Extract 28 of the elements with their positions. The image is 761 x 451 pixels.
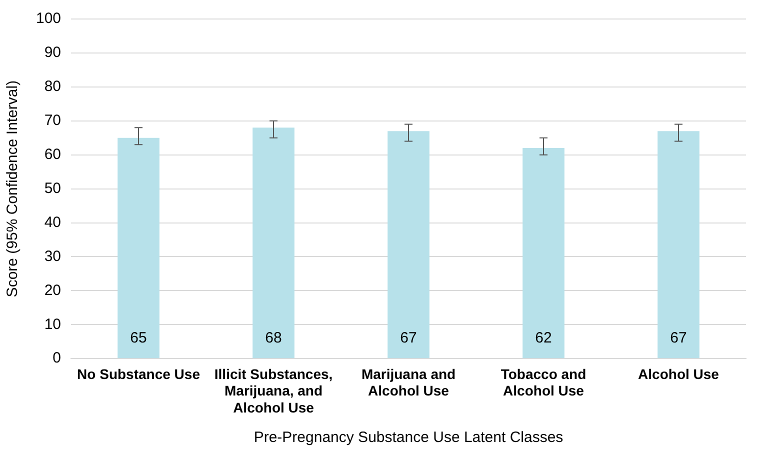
- y-axis-title: Score (95% Confidence Interval): [4, 80, 22, 298]
- y-tick-label: 20: [44, 282, 62, 299]
- y-tick-label: 90: [44, 44, 62, 62]
- y-tick-label: 30: [44, 248, 62, 265]
- bar: [252, 128, 294, 358]
- y-tick-label: 80: [44, 78, 62, 96]
- x-tick-label: No Substance Use: [77, 366, 200, 382]
- bar: [118, 138, 160, 358]
- data-label: 68: [265, 330, 282, 347]
- data-label: 65: [130, 330, 147, 347]
- x-tick-label: Marijuana and Alcohol Use: [361, 366, 456, 399]
- x-tick-label: Alcohol Use: [638, 366, 720, 382]
- y-tick-label: 50: [44, 180, 62, 197]
- y-tick-label: 10: [44, 316, 62, 333]
- y-tick-label: 0: [52, 350, 62, 367]
- data-label: 67: [400, 330, 417, 347]
- bar: [522, 148, 564, 358]
- y-tick-label: 100: [36, 10, 62, 28]
- y-tick-label: 40: [44, 214, 62, 231]
- data-label: 67: [670, 330, 687, 347]
- bar: [388, 131, 430, 358]
- y-tick-label: 60: [44, 146, 62, 163]
- x-axis-title: Pre-Pregnancy Substance Use Latent Classes: [254, 429, 564, 446]
- bar: [658, 131, 700, 358]
- y-tick-label: 70: [44, 112, 62, 130]
- x-tick-label: Tobacco and Alcohol Use: [500, 366, 586, 399]
- x-tick-label: Illicit Substances, Marijuana, and Alcohol Use: [214, 366, 333, 416]
- data-label: 62: [535, 330, 552, 347]
